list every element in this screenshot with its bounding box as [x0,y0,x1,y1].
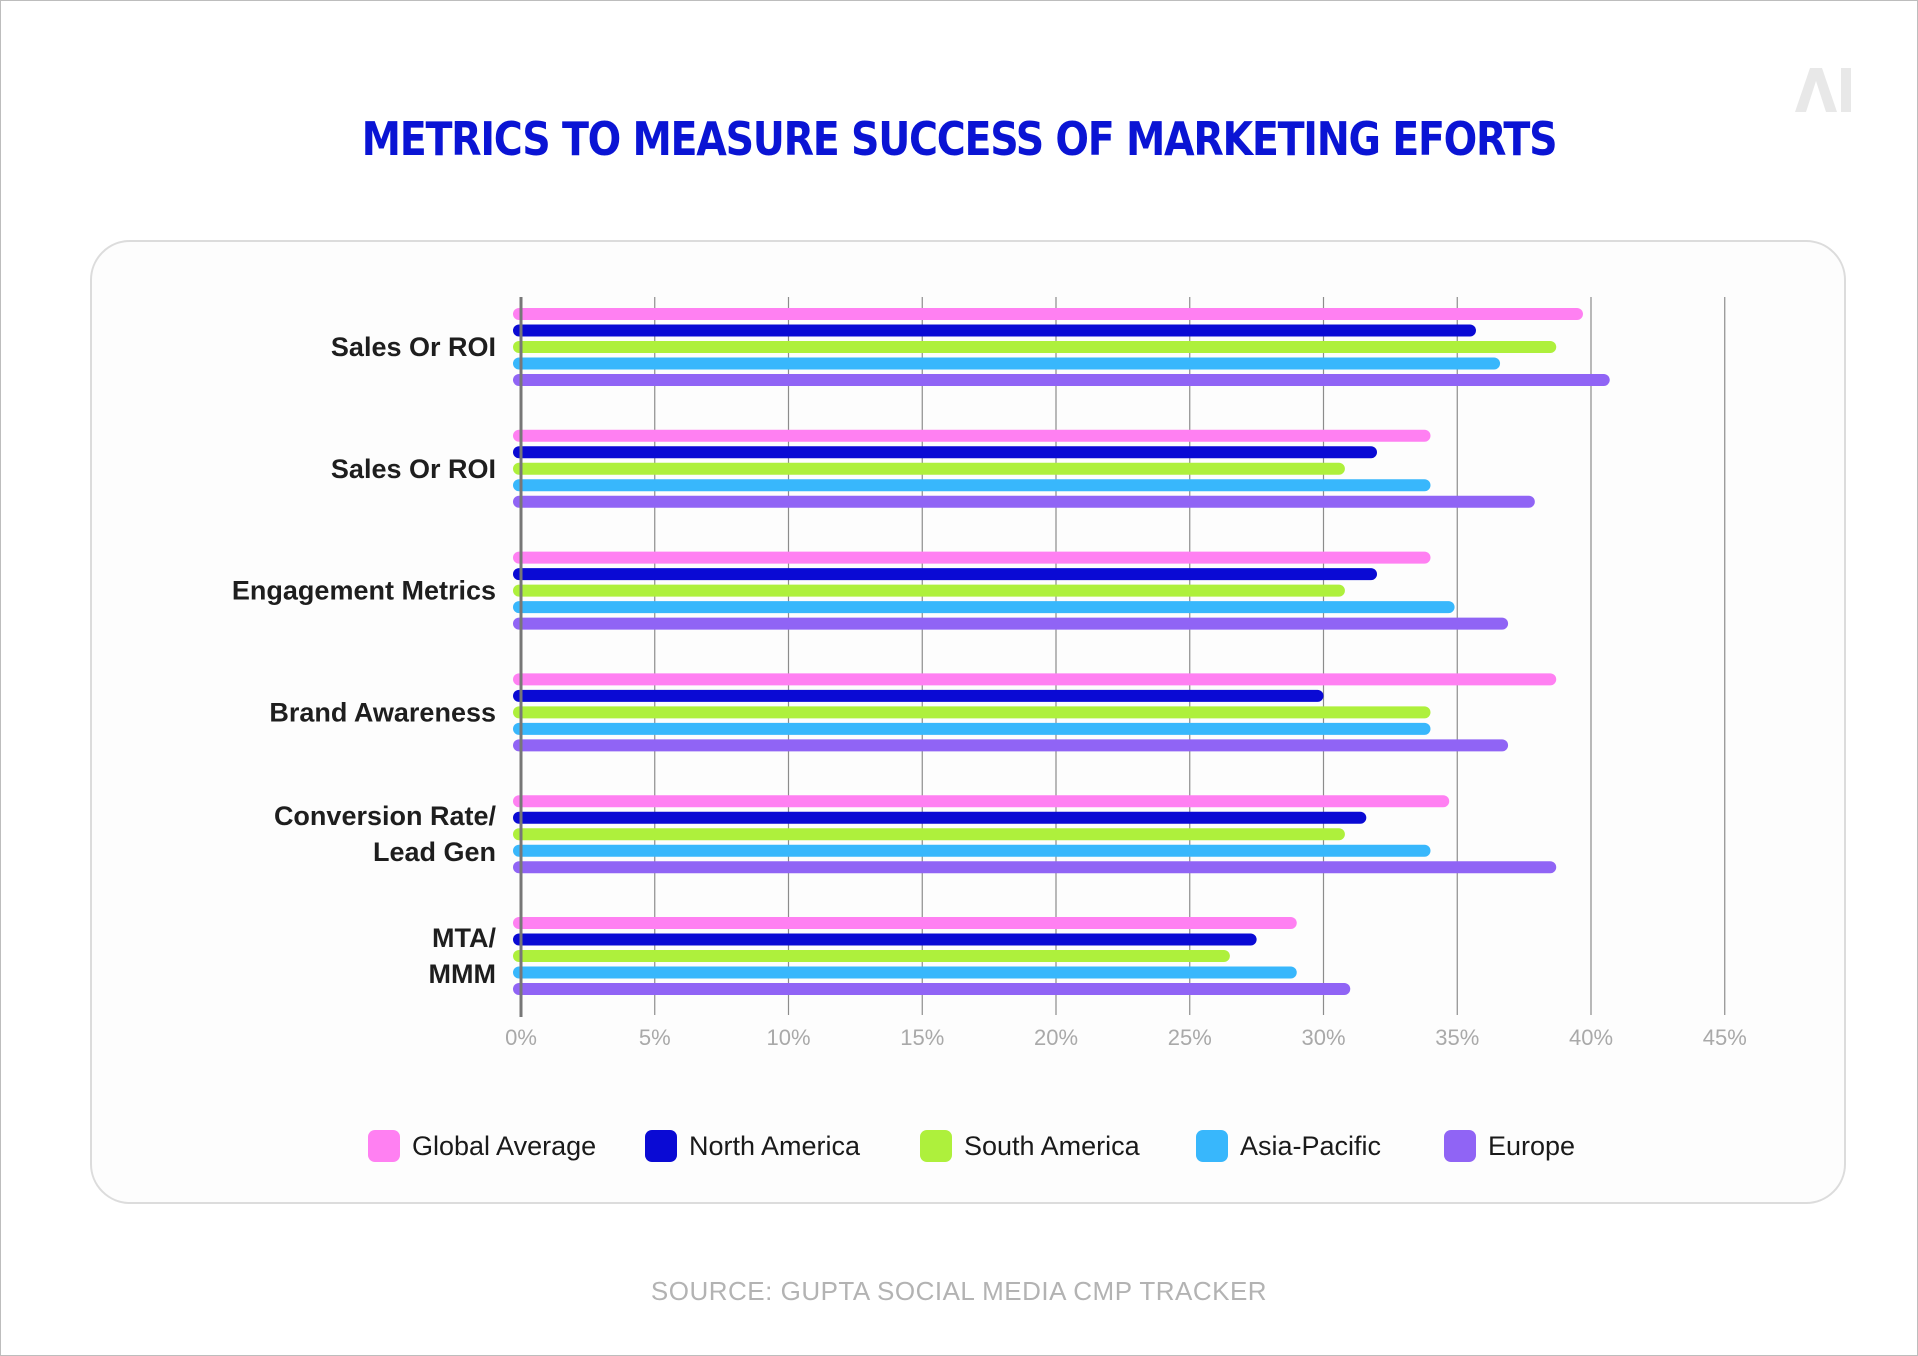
legend-swatch [645,1130,677,1162]
x-tick-label: 20% [1034,1025,1078,1050]
bar [513,706,1431,719]
legend-label: Asia-Pacific [1240,1130,1382,1161]
legend-swatch [920,1130,952,1162]
legend-item: Europe [1444,1126,1575,1166]
bar [513,917,1297,929]
legend-swatch [368,1130,400,1162]
chart-card [90,240,1846,1204]
chart-legend: Global Average North America South America… [0,1126,1918,1166]
legend-swatch [1196,1130,1228,1162]
legend-label: North America [689,1130,861,1161]
x-tick-label: 25% [1168,1025,1212,1050]
source-note: SOURCE: GUPTA SOCIAL MEDIA CMP TRACKER [650,1276,1268,1306]
bar [513,950,1230,962]
bar [513,462,1345,475]
x-tick-label: 45% [1703,1025,1747,1050]
x-tick-label: 10% [766,1025,810,1050]
x-tick-label: 30% [1301,1025,1345,1050]
category-label: Conversion Rate/ [274,801,497,831]
bar [513,584,1345,597]
bar [513,739,1509,752]
bar [513,601,1455,614]
bar [513,844,1431,857]
bar [513,308,1583,320]
x-tick-label: 5% [639,1025,671,1050]
bar [513,479,1431,492]
category-label: Lead Gen [373,837,496,867]
bar [513,861,1557,874]
legend-item: Asia-Pacific [1196,1126,1381,1166]
x-tick-label: 35% [1435,1025,1479,1050]
bar [513,341,1557,353]
category-label: Sales Or ROI [331,332,496,362]
legend-swatch [1444,1130,1476,1162]
bar [513,933,1257,946]
bar [513,429,1431,442]
bar [513,966,1297,979]
bar [513,795,1450,808]
bar [513,722,1431,735]
legend-item: North America [645,1126,860,1166]
bar [513,495,1535,508]
bar [513,551,1431,564]
bar [513,811,1367,824]
bar [513,324,1476,337]
x-tick-label: 0% [505,1025,537,1050]
bar [513,446,1377,459]
bar [513,828,1345,841]
category-label: MTA/ [432,923,496,953]
legend-item: Global Average [368,1126,596,1166]
bar-chart: Sales Or ROI Sales Or ROI Engagement Metri… [232,297,1747,1050]
category-label: Brand Awareness [269,697,496,727]
legend-label: Global Average [412,1130,597,1161]
bar [513,568,1377,581]
legend-label: Europe [1488,1130,1576,1161]
bar [513,673,1557,686]
x-tick-label: 40% [1569,1025,1613,1050]
category-label: MMM [429,959,496,989]
category-label: Sales Or ROI [331,454,496,484]
x-tick-label: 15% [900,1025,944,1050]
bar [513,374,1610,386]
bar [513,617,1509,630]
category-label: Engagement Metrics [232,576,496,606]
chart-title: METRICS TO MEASURE SUCCESS OF MARKETING … [361,112,1558,166]
bar [513,983,1351,995]
legend-item: South America [920,1126,1140,1166]
bar [513,689,1324,702]
brand-logo-icon [1795,68,1851,112]
legend-label: South America [964,1130,1140,1161]
bar [513,357,1501,370]
